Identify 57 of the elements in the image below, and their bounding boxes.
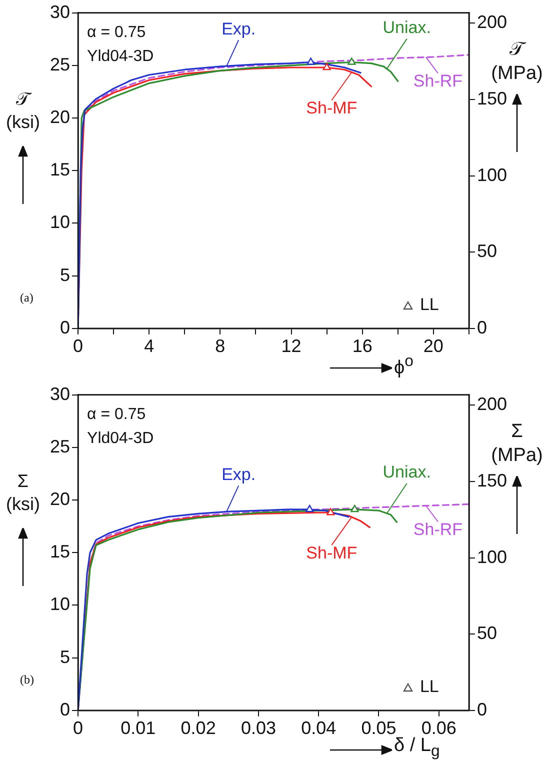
y-axis-title: Σ (ksi) <box>5 470 41 515</box>
x-tick-label: 0.03 <box>240 718 276 738</box>
legend-label: Sh-MF <box>306 98 358 118</box>
y2-tick-label: 0 <box>476 699 487 720</box>
x-tick-label: 20 <box>423 336 444 356</box>
y2-tick-label: 150 <box>476 88 508 108</box>
x-tick-label: 0 <box>73 336 84 356</box>
y-tick-label: 20 <box>50 106 70 127</box>
series-label: Uniax. <box>382 18 431 38</box>
y2-tick-label: 100 <box>476 164 508 185</box>
y-tick-label: 0 <box>60 317 70 338</box>
legend-label: Sh-RF <box>413 520 463 539</box>
x-tick-label: 4 <box>144 336 154 356</box>
y-tick-label: 30 <box>50 384 70 404</box>
y2-tick-label: 200 <box>476 12 508 32</box>
text: (b) <box>20 672 34 687</box>
annotation: Yld04-3D <box>87 48 154 66</box>
y2-tick-label: 50 <box>476 241 497 262</box>
series-label: Exp. <box>222 19 256 38</box>
x-tick-label: 0.04 <box>301 718 336 738</box>
annotation: LL <box>420 294 439 316</box>
text: (a) <box>20 290 34 305</box>
y2-tick-label: 200 <box>476 394 508 414</box>
x-tick-label: 0 <box>73 718 84 738</box>
y-tick-label: 0 <box>60 699 70 720</box>
y-tick-label: 15 <box>50 160 70 180</box>
x-tick-label: 0.05 <box>361 718 396 738</box>
x-axis-title: ϕ$^{o}$ <box>394 352 414 380</box>
y2-tick-label: 0 <box>476 317 487 338</box>
x-tick-label: 0.01 <box>120 718 156 738</box>
y-tick-label: 5 <box>60 264 70 285</box>
legend-label: Sh-RF <box>413 71 463 90</box>
y-axis-title: 𝒯 (ksi) <box>5 88 41 133</box>
x-tick-label: 8 <box>215 336 226 356</box>
y2-tick-label: 100 <box>476 546 508 567</box>
annotation: α = 0.75 <box>87 406 146 424</box>
y-tick-label: 5 <box>60 646 70 667</box>
annotation: Yld04-3D <box>87 430 154 448</box>
y-tick-label: 25 <box>50 54 70 74</box>
series-label: Uniax. <box>382 462 431 482</box>
y-tick-label: 10 <box>50 212 70 232</box>
annotation: LL <box>420 676 439 698</box>
y2-tick-label: 50 <box>476 623 497 644</box>
y-tick-label: 10 <box>50 594 70 614</box>
y-tick-label: 25 <box>50 436 70 456</box>
annotation: α = 0.75 <box>87 24 146 42</box>
series-label: Exp. <box>222 464 256 484</box>
y-tick-label: 15 <box>50 542 70 562</box>
y2-axis-title: Σ (MPa) <box>490 420 544 468</box>
y-tick-label: 20 <box>50 488 70 509</box>
x-tick-label: 0.02 <box>180 718 216 738</box>
y2-tick-label: 150 <box>476 470 508 490</box>
y2-axis-title: 𝒯 (MPa) <box>490 38 544 86</box>
legend-label: Sh-MF <box>306 543 358 562</box>
x-tick-label: 12 <box>281 336 302 356</box>
x-tick-label: 16 <box>352 336 372 356</box>
y-tick-label: 30 <box>50 2 70 22</box>
